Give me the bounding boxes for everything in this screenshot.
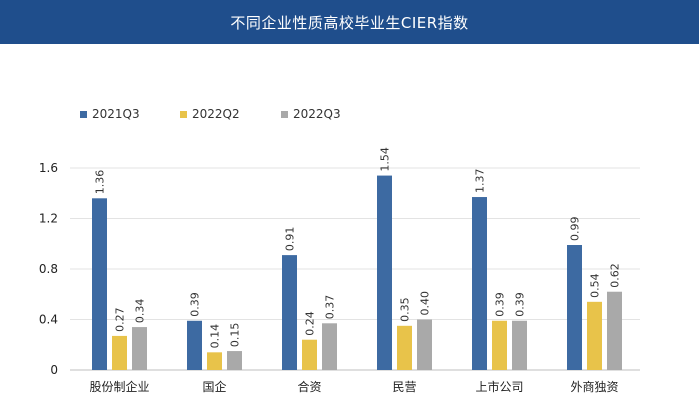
- x-category-label: 股份制企业: [89, 379, 149, 394]
- y-axis-ticks: 0 0.4 0.8 1.2 1.6: [39, 161, 58, 377]
- bar-2022Q3: [417, 319, 432, 370]
- y-tick-label: 0: [50, 363, 58, 377]
- data-label: 0.91: [284, 227, 297, 252]
- y-tick-label: 1.2: [39, 212, 58, 226]
- bar-2022Q2: [397, 325, 412, 370]
- x-category-label: 外商独资: [570, 379, 618, 394]
- data-label: 0.24: [304, 311, 317, 336]
- data-label: 0.54: [589, 273, 602, 298]
- data-label: 0.35: [399, 297, 412, 322]
- data-label: 0.39: [189, 292, 202, 317]
- bar-2021Q3: [282, 255, 297, 370]
- bar-2022Q2: [302, 339, 317, 370]
- bar-2022Q2: [492, 320, 507, 370]
- legend-swatch-2022Q3: [281, 111, 288, 118]
- bar-2022Q3: [227, 351, 242, 370]
- bar-2022Q2: [112, 335, 127, 370]
- title-bar: 不同企业性质高校毕业生CIER指数: [0, 0, 699, 44]
- data-label: 1.54: [379, 147, 392, 172]
- legend-label-2022Q2: 2022Q2: [192, 107, 240, 121]
- data-label: 0.14: [209, 324, 222, 349]
- data-label: 0.39: [514, 292, 527, 317]
- data-label: 0.37: [324, 295, 337, 320]
- bar-2022Q3: [322, 323, 337, 370]
- x-axis-categories: 股份制企业 国企 合资 民营 上市公司 外商独资: [89, 379, 618, 394]
- data-label: 1.36: [94, 170, 107, 195]
- x-category-label: 国企: [202, 379, 226, 394]
- bar-2021Q3: [567, 245, 582, 370]
- legend-swatch-2022Q2: [180, 111, 187, 118]
- data-label: 1.37: [474, 169, 487, 194]
- data-label: 0.27: [114, 307, 127, 332]
- data-label: 0.62: [609, 263, 622, 288]
- data-labels: 1.36 0.27 0.34 0.39 0.14 0.15 0.91 0.24 0.37 1.54…: [94, 147, 622, 348]
- bar-2021Q3: [187, 320, 202, 370]
- bar-2021Q3: [92, 198, 107, 370]
- bar-2022Q2: [587, 301, 602, 370]
- data-label: 0.15: [229, 323, 242, 348]
- x-category-label: 合资: [297, 379, 321, 394]
- y-tick-label: 0.8: [39, 262, 58, 276]
- legend: 2021Q3 2022Q2 2022Q3: [80, 107, 341, 121]
- data-label: 0.39: [494, 292, 507, 317]
- y-tick-label: 1.6: [39, 161, 58, 175]
- bar-2021Q3: [377, 175, 392, 370]
- y-tick-label: 0.4: [39, 313, 58, 327]
- data-label: 0.99: [569, 217, 582, 242]
- bar-chart: 2021Q3 2022Q2 2022Q3 0 0.4 0.8 1.2 1.6 1.36 0.2…: [39, 107, 640, 394]
- gridlines: [70, 167, 640, 371]
- x-category-label: 上市公司: [475, 379, 523, 394]
- legend-label-2021Q3: 2021Q3: [92, 107, 140, 121]
- data-label: 0.40: [419, 291, 432, 316]
- chart-title: 不同企业性质高校毕业生CIER指数: [230, 13, 469, 32]
- bars: [92, 175, 622, 370]
- bar-2021Q3: [472, 197, 487, 370]
- bar-2022Q3: [607, 291, 622, 370]
- x-category-label: 民营: [392, 380, 416, 394]
- bar-2022Q3: [512, 320, 527, 370]
- data-label: 0.34: [134, 299, 147, 324]
- legend-swatch-2021Q3: [80, 111, 87, 118]
- bar-2022Q3: [132, 327, 147, 370]
- bar-2022Q2: [207, 352, 222, 370]
- legend-label-2022Q3: 2022Q3: [293, 107, 341, 121]
